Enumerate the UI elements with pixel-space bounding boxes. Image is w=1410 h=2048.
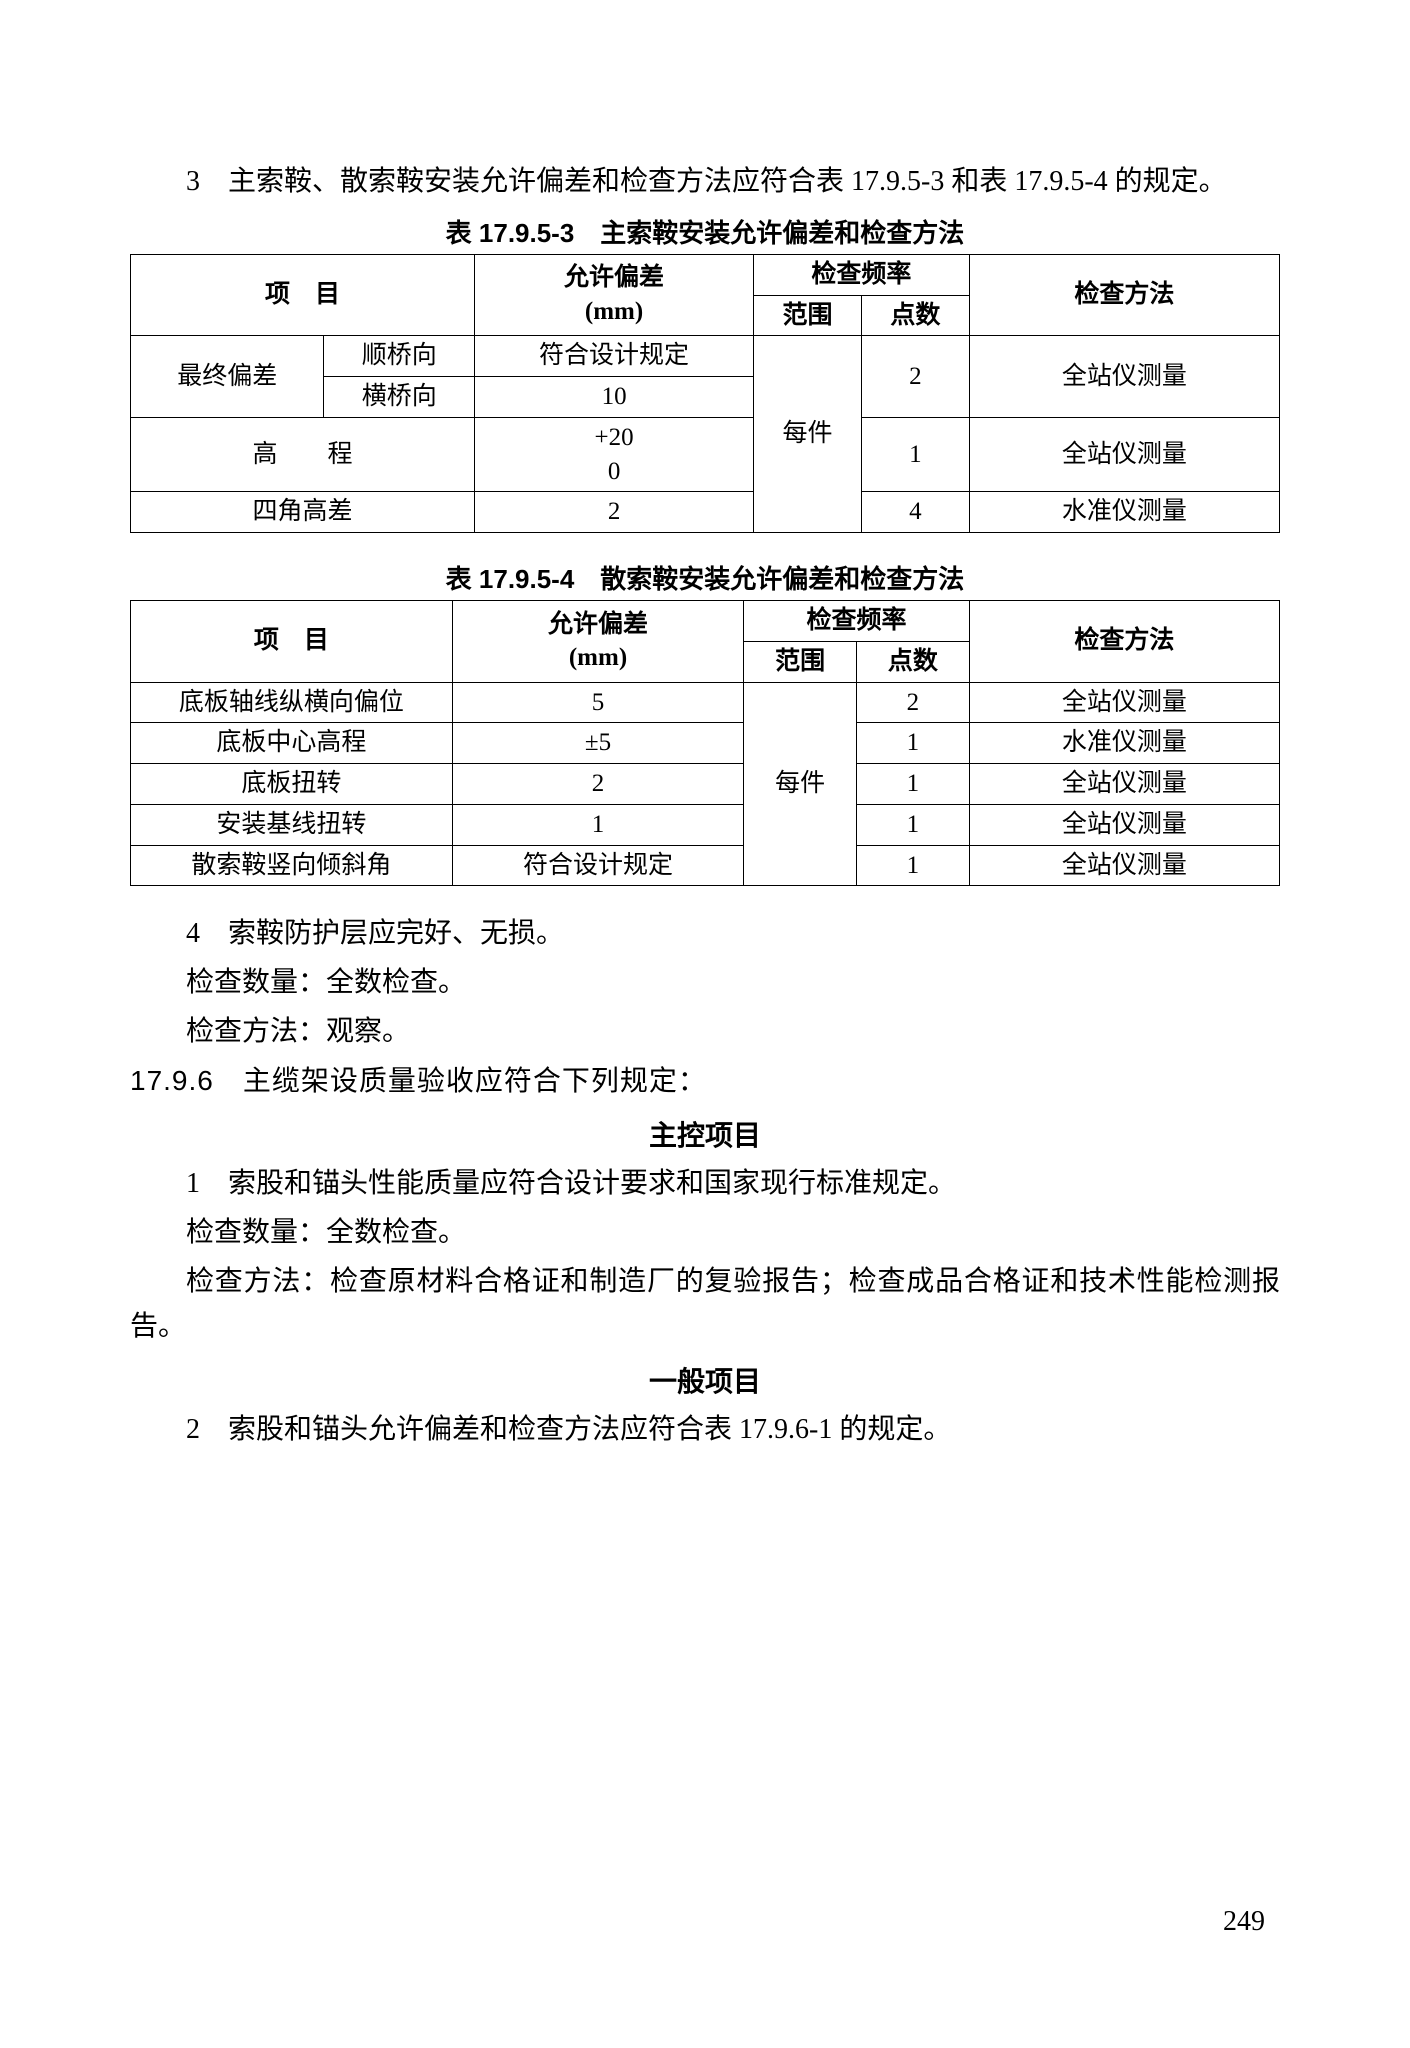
page-number: 249 <box>1223 1906 1265 1938</box>
cell: 顺桥向 <box>324 336 475 377</box>
cell: 1 <box>861 417 969 492</box>
cell: 1 <box>452 804 744 845</box>
section-clause: 17.9.6 主缆架设质量验收应符合下列规定： <box>130 1059 1280 1105</box>
clause-number: 17.9.6 主缆架设质量验收应符合下列规定： <box>130 1065 707 1096</box>
paragraph-lead: 3 主索鞍、散索鞍安装允许偏差和检查方法应符合表 17.9.5-3 和表 17.… <box>130 160 1280 205</box>
th-points: 点数 <box>857 641 970 682</box>
table-row: 底板轴线纵横向偏位 5 每件 2 全站仪测量 <box>131 682 1280 723</box>
paragraph: 检查数量：全数检查。 <box>130 961 1280 1006</box>
cell: 符合设计规定 <box>452 845 744 886</box>
table-row: 安装基线扭转 1 1 全站仪测量 <box>131 804 1280 845</box>
paragraph: 检查方法：检查原材料合格证和制造厂的复验报告；检查成品合格证和技术性能检测报告。 <box>130 1260 1280 1350</box>
th-dev: 允许偏差 (mm) <box>452 601 744 683</box>
cell: 1 <box>857 764 970 805</box>
table-1: 项 目 允许偏差 (mm) 检查频率 检查方法 范围 点数 最终偏差 顺桥向 符… <box>130 254 1280 533</box>
table1-title: 表 17.9.5-3 主索鞍安装允许偏差和检查方法 <box>130 213 1280 250</box>
th-points: 点数 <box>861 295 969 336</box>
cell: 1 <box>857 804 970 845</box>
cell: 1 <box>857 845 970 886</box>
paragraph: 1 索股和锚头性能质量应符合设计要求和国家现行标准规定。 <box>130 1162 1280 1207</box>
th-dev: 允许偏差 (mm) <box>475 254 754 336</box>
cell: 四角高差 <box>131 492 475 533</box>
cell: 水准仪测量 <box>969 723 1279 764</box>
cell: 底板扭转 <box>131 764 453 805</box>
th-item: 项 目 <box>131 254 475 336</box>
cell-scope: 每件 <box>744 682 857 886</box>
cell: 散索鞍竖向倾斜角 <box>131 845 453 886</box>
th-scope: 范围 <box>754 295 862 336</box>
table-row: 底板扭转 2 1 全站仪测量 <box>131 764 1280 805</box>
cell: 2 <box>857 682 970 723</box>
th-scope: 范围 <box>744 641 857 682</box>
cell: 1 <box>857 723 970 764</box>
cell: ±5 <box>452 723 744 764</box>
cell: 5 <box>452 682 744 723</box>
cell-scope: 每件 <box>754 336 862 533</box>
cell: 高 程 <box>131 417 475 492</box>
cell: 全站仪测量 <box>969 682 1279 723</box>
cell: 全站仪测量 <box>969 417 1279 492</box>
cell: 最终偏差 <box>131 336 324 418</box>
cell: 底板中心高程 <box>131 723 453 764</box>
table-row: 四角高差 2 4 水准仪测量 <box>131 492 1280 533</box>
heading-main-items: 主控项目 <box>130 1114 1280 1154</box>
cell: 2 <box>475 492 754 533</box>
cell: 全站仪测量 <box>969 845 1279 886</box>
cell: 全站仪测量 <box>969 336 1279 418</box>
table-row: 散索鞍竖向倾斜角 符合设计规定 1 全站仪测量 <box>131 845 1280 886</box>
table-2: 项 目 允许偏差 (mm) 检查频率 检查方法 范围 点数 底板轴线纵横向偏位 … <box>130 600 1280 886</box>
cell: 底板轴线纵横向偏位 <box>131 682 453 723</box>
th-method: 检查方法 <box>969 254 1279 336</box>
cell: 10 <box>475 377 754 418</box>
cell: 符合设计规定 <box>475 336 754 377</box>
cell: 2 <box>452 764 744 805</box>
cell: 横桥向 <box>324 377 475 418</box>
th-method: 检查方法 <box>969 601 1279 683</box>
paragraph: 检查数量：全数检查。 <box>130 1211 1280 1256</box>
cell: 全站仪测量 <box>969 764 1279 805</box>
th-freq: 检查频率 <box>744 601 969 642</box>
cell: 水准仪测量 <box>969 492 1279 533</box>
table-row: 高 程 +20 0 1 全站仪测量 <box>131 417 1280 492</box>
table-row: 底板中心高程 ±5 1 水准仪测量 <box>131 723 1280 764</box>
cell: +20 0 <box>475 417 754 492</box>
paragraph: 检查方法：观察。 <box>130 1010 1280 1055</box>
table-row: 项 目 允许偏差 (mm) 检查频率 检查方法 <box>131 254 1280 295</box>
cell: 4 <box>861 492 969 533</box>
table2-title: 表 17.9.5-4 散索鞍安装允许偏差和检查方法 <box>130 559 1280 596</box>
heading-general-items: 一般项目 <box>130 1360 1280 1400</box>
paragraph: 2 索股和锚头允许偏差和检查方法应符合表 17.9.6-1 的规定。 <box>130 1408 1280 1453</box>
table-row: 项 目 允许偏差 (mm) 检查频率 检查方法 <box>131 601 1280 642</box>
cell: 2 <box>861 336 969 418</box>
table-row: 最终偏差 顺桥向 符合设计规定 每件 2 全站仪测量 <box>131 336 1280 377</box>
paragraph: 4 索鞍防护层应完好、无损。 <box>130 912 1280 957</box>
th-freq: 检查频率 <box>754 254 970 295</box>
cell: 安装基线扭转 <box>131 804 453 845</box>
th-item: 项 目 <box>131 601 453 683</box>
cell: 全站仪测量 <box>969 804 1279 845</box>
